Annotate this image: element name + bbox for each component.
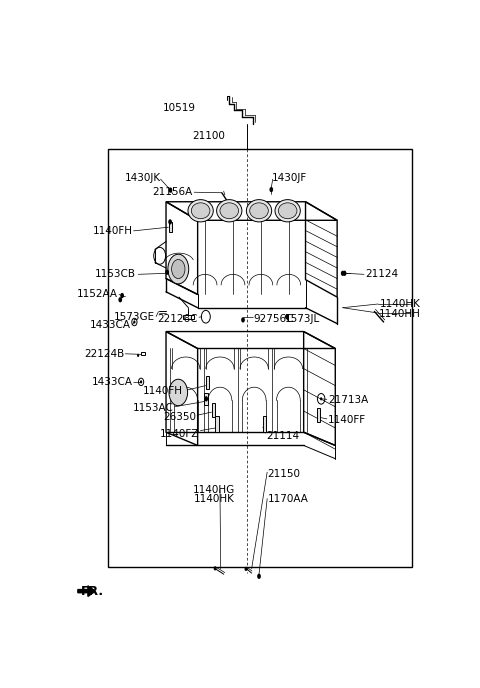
Circle shape (168, 254, 189, 284)
Text: 1140HK: 1140HK (194, 495, 235, 504)
Text: 21156A: 21156A (152, 187, 192, 197)
Circle shape (169, 379, 188, 406)
Text: 22126C: 22126C (157, 314, 198, 324)
Circle shape (257, 574, 261, 579)
Bar (141, 352, 145, 356)
Text: 1140FZ: 1140FZ (160, 429, 200, 439)
Text: 1430JF: 1430JF (272, 173, 307, 183)
Bar (212, 402, 215, 418)
Bar (206, 376, 209, 389)
Text: 1140FH: 1140FH (93, 226, 132, 236)
Text: 1573GE: 1573GE (114, 312, 155, 322)
Bar (204, 393, 208, 405)
Ellipse shape (275, 200, 300, 222)
Text: 1430JK: 1430JK (124, 173, 160, 183)
Text: 1170AA: 1170AA (267, 495, 309, 504)
Text: 21100: 21100 (192, 131, 225, 141)
Circle shape (214, 566, 216, 570)
Circle shape (137, 354, 139, 357)
Text: 10519: 10519 (163, 103, 196, 113)
Text: 1573JL: 1573JL (285, 314, 320, 324)
Text: 92756C: 92756C (253, 314, 294, 324)
Ellipse shape (216, 200, 242, 222)
Text: 1153AC: 1153AC (132, 403, 173, 413)
Text: 21124: 21124 (365, 269, 398, 279)
Circle shape (120, 293, 124, 298)
Text: 26350: 26350 (163, 412, 196, 422)
Text: 1433CA: 1433CA (92, 377, 132, 387)
Circle shape (168, 187, 172, 193)
Bar (216, 416, 219, 432)
Circle shape (140, 380, 142, 383)
Circle shape (244, 567, 248, 571)
Circle shape (341, 270, 345, 276)
Ellipse shape (278, 203, 297, 219)
Ellipse shape (250, 203, 268, 219)
Text: 21114: 21114 (266, 431, 300, 442)
Text: FR.: FR. (81, 585, 104, 598)
Text: 1433CA: 1433CA (90, 320, 131, 330)
Text: 1140HH: 1140HH (379, 309, 421, 319)
Ellipse shape (220, 203, 239, 219)
Ellipse shape (188, 200, 213, 222)
Polygon shape (78, 585, 96, 596)
Text: 22124B: 22124B (84, 349, 124, 359)
Text: 21713A: 21713A (328, 396, 368, 405)
Bar (317, 409, 320, 422)
Text: 1140HG: 1140HG (193, 486, 236, 495)
Circle shape (119, 297, 122, 303)
Bar (168, 222, 172, 233)
Circle shape (168, 219, 172, 224)
Circle shape (133, 321, 135, 323)
Circle shape (241, 317, 245, 323)
Text: 1153CB: 1153CB (95, 269, 136, 279)
Ellipse shape (246, 200, 272, 222)
Circle shape (269, 187, 273, 192)
Text: 21150: 21150 (267, 469, 300, 479)
Circle shape (343, 270, 347, 276)
Circle shape (204, 396, 208, 402)
Circle shape (165, 270, 169, 275)
Bar (108, 149, 411, 568)
Circle shape (320, 397, 322, 400)
Bar (183, 315, 194, 319)
Circle shape (172, 259, 185, 279)
Text: 1152AA: 1152AA (77, 290, 118, 299)
Ellipse shape (192, 203, 210, 219)
Circle shape (285, 314, 289, 319)
Text: 1140FF: 1140FF (328, 415, 366, 425)
Bar (263, 416, 266, 432)
Text: 1140HK: 1140HK (380, 299, 421, 309)
Text: 1140FH: 1140FH (143, 386, 183, 396)
